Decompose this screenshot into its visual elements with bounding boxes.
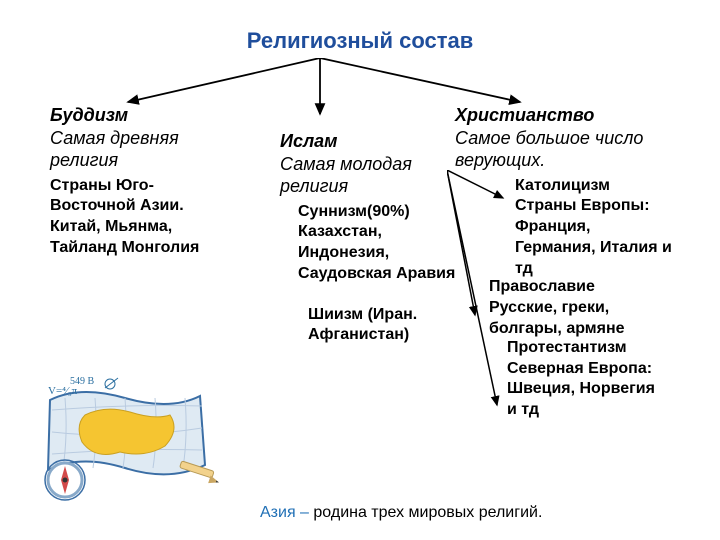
footer-blue: Азия – [260,504,313,521]
christianity-orthodox: Православие Русские, греки, болгары, арм… [489,277,649,339]
christianity-branch-arrows [447,170,507,470]
christianity-name: Христианство [455,105,594,125]
islam-sunni: Суннизм(90%) Казахстан, Индонезия, Саудо… [298,202,460,285]
islam-name: Ислам [280,131,337,151]
islam-heading: Ислам Самая молодая религия [280,130,460,198]
svg-text:549 B: 549 B [70,376,95,387]
column-christianity: Христианство Самое большое число верующи… [455,104,685,427]
christianity-protestant: Протестантизм Северная Европа: Швеция, Н… [507,338,667,421]
column-islam: Ислам Самая молодая религия Суннизм(90%)… [280,130,460,352]
christianity-heading: Христианство Самое большое число верующи… [455,104,685,172]
buddhism-sub: Самая древняя религия [50,128,179,171]
column-buddhism: Буддизм Самая древняя религия Страны Юго… [50,104,230,265]
footer-rest: родина трех мировых религий. [313,504,542,521]
islam-sub: Самая молодая религия [280,154,412,197]
christianity-catholic: Католицизм Страны Европы: Франция, Герма… [515,176,675,280]
footer-text: Азия – родина трех мировых религий. [260,504,542,522]
christianity-sub: Самое большое число верующих. [455,128,643,171]
buddhism-name: Буддизм [50,105,128,125]
buddhism-body: Страны Юго-Восточной Азии. Китай, Мьянма… [50,176,230,259]
islam-shia: Шиизм (Иран. Афганистан) [308,305,438,347]
map-illustration: V=⁴⁄₃π549 B [30,370,220,510]
buddhism-heading: Буддизм Самая древняя религия [50,104,230,172]
page-title: Религиозный состав [0,28,720,54]
